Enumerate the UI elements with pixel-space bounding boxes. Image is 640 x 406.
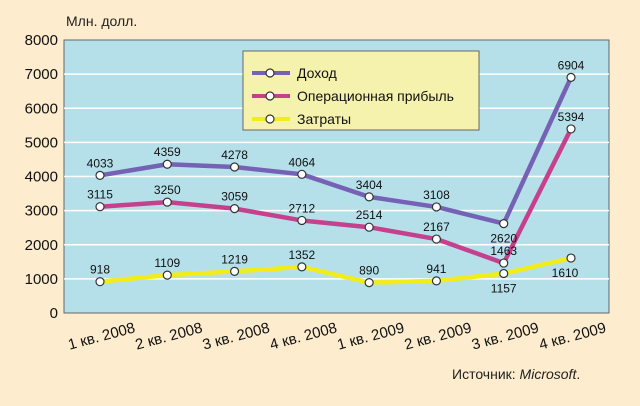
data-label: 4033 xyxy=(87,156,114,170)
data-label: 1463 xyxy=(490,244,517,258)
y-tick-label: 2000 xyxy=(25,237,58,254)
legend-box xyxy=(242,50,480,131)
source-label: Источник: xyxy=(452,366,520,382)
data-label: 3404 xyxy=(356,178,383,192)
data-point xyxy=(297,262,307,272)
data-point xyxy=(499,268,509,279)
y-tick-label: 5000 xyxy=(25,134,58,151)
legend-marker xyxy=(265,114,275,124)
data-label: 941 xyxy=(426,262,446,276)
source-note: Источник: Microsoft. xyxy=(452,366,581,382)
data-point xyxy=(566,72,576,83)
data-point xyxy=(499,258,509,268)
data-point xyxy=(499,218,509,229)
y-axis-label: Млн. долл. xyxy=(66,13,137,29)
source-name: Microsoft xyxy=(519,366,577,382)
data-point xyxy=(364,222,374,232)
y-tick-label: 7000 xyxy=(25,66,58,83)
x-tick-label: 4 кв. 2008 xyxy=(268,319,339,353)
data-labels: 4033 4359 4278 4064 3404 3108 2620 6904 3115 3250… xyxy=(87,58,585,295)
x-tick-label: 2 кв. 2009 xyxy=(403,319,474,353)
data-label: 3059 xyxy=(221,190,248,204)
data-label: 4359 xyxy=(154,145,181,159)
x-tick-label: 4 кв. 2009 xyxy=(537,319,608,353)
data-point xyxy=(229,204,240,214)
legend-marker xyxy=(265,91,275,101)
y-tick-label: 8000 xyxy=(25,32,58,49)
data-label: 1219 xyxy=(221,252,248,266)
y-axis-tick-labels: 0 1000 2000 3000 4000 5000 6000 7000 8000 xyxy=(25,32,58,322)
legend-label: Операционная прибыль xyxy=(297,88,454,104)
data-label: 4064 xyxy=(289,155,316,169)
data-label: 6904 xyxy=(558,58,585,72)
data-label: 1352 xyxy=(289,248,316,262)
data-point xyxy=(364,192,374,202)
x-tick-label: 1 кв. 2009 xyxy=(335,319,406,353)
data-point xyxy=(162,197,172,207)
data-label: 1109 xyxy=(154,256,180,270)
data-point xyxy=(229,162,240,172)
data-point xyxy=(297,215,307,226)
legend-label: Затраты xyxy=(297,111,351,127)
data-point xyxy=(431,234,442,244)
data-point xyxy=(431,202,442,212)
data-label: 3250 xyxy=(154,183,181,197)
data-point xyxy=(95,202,105,212)
data-label: 890 xyxy=(359,264,379,278)
data-point xyxy=(431,276,442,286)
data-point xyxy=(229,266,240,277)
data-label: 2712 xyxy=(289,201,316,215)
data-point xyxy=(364,278,374,288)
data-point xyxy=(162,270,172,280)
data-label: 3115 xyxy=(87,188,113,202)
series-line xyxy=(97,126,574,266)
y-tick-label: 3000 xyxy=(25,203,58,220)
y-tick-label: 1000 xyxy=(25,271,58,288)
data-label: 1610 xyxy=(552,266,579,280)
x-tick-label: 1 кв. 2008 xyxy=(66,319,137,353)
x-tick-label: 3 кв. 2009 xyxy=(470,319,541,353)
data-point xyxy=(95,170,105,180)
y-tick-label: 6000 xyxy=(25,100,58,117)
x-tick-label: 2 кв. 2008 xyxy=(134,319,205,353)
x-tick-label: 3 кв. 2008 xyxy=(201,319,272,353)
series-lines xyxy=(95,72,576,288)
legend: Доход Операционная прибыль Затраты xyxy=(242,50,480,131)
data-label: 3108 xyxy=(423,188,450,202)
data-point xyxy=(566,253,576,263)
data-label: 1157 xyxy=(491,282,517,296)
data-label: 918 xyxy=(90,263,110,277)
data-point xyxy=(162,159,172,169)
data-label: 2167 xyxy=(423,220,450,234)
legend-marker xyxy=(265,68,275,78)
y-tick-label: 0 xyxy=(50,305,58,322)
data-point xyxy=(95,277,105,287)
y-tick-label: 4000 xyxy=(25,169,58,186)
legend-label: Доход xyxy=(297,65,337,81)
data-point xyxy=(566,124,576,134)
data-label: 2514 xyxy=(356,208,383,222)
data-label: 2620 xyxy=(490,232,517,246)
series-line xyxy=(97,75,574,226)
series-line xyxy=(97,255,574,285)
data-label: 5394 xyxy=(558,110,585,124)
data-point xyxy=(297,169,307,179)
data-label: 4278 xyxy=(221,148,248,162)
